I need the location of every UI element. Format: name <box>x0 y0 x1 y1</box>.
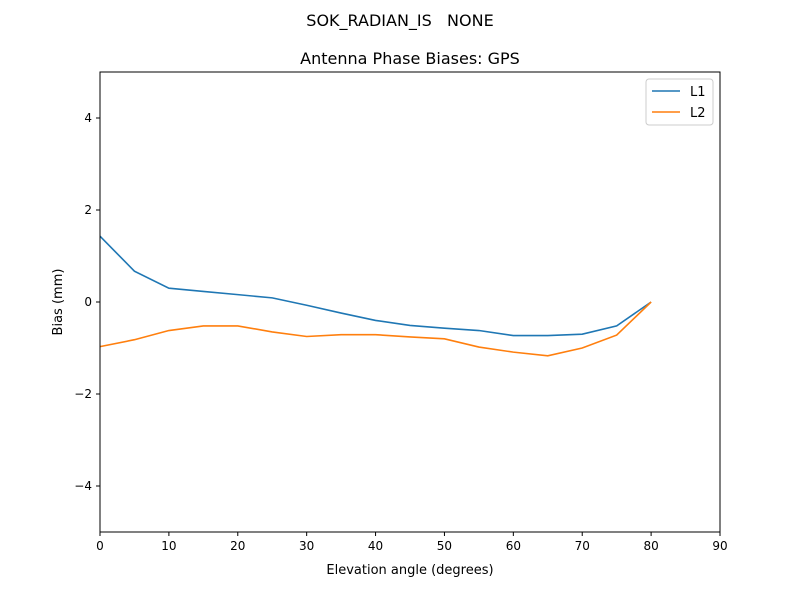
x-tick-label: 40 <box>368 539 383 553</box>
x-tick-label: 70 <box>575 539 590 553</box>
y-tick-label: 0 <box>84 295 92 309</box>
suptitle: SOK_RADIAN_IS NONE <box>306 11 493 31</box>
plot-frame <box>99 71 721 533</box>
legend-label: L1 <box>690 85 706 100</box>
x-axis-label: Elevation angle (degrees) <box>326 563 493 578</box>
y-tick-label: 4 <box>84 111 92 125</box>
x-tick-label: 80 <box>643 539 658 553</box>
x-tick-label: 0 <box>96 539 104 553</box>
x-tick-label: 10 <box>161 539 176 553</box>
x-tick-label: 90 <box>712 539 727 553</box>
y-tick-label: −2 <box>74 387 92 401</box>
series-line-L1 <box>99 235 652 337</box>
chart-title: Antenna Phase Biases: GPS <box>300 49 520 68</box>
x-tick-label: 60 <box>506 539 521 553</box>
x-tick-label: 30 <box>299 539 314 553</box>
x-tick-label: 50 <box>437 539 452 553</box>
x-tick-label: 20 <box>230 539 245 553</box>
y-tick-label: −4 <box>74 479 92 493</box>
series-line-L2 <box>99 301 652 357</box>
y-axis-label: Bias (mm) <box>51 269 66 336</box>
legend-label: L2 <box>690 106 706 121</box>
y-tick-label: 2 <box>84 203 92 217</box>
